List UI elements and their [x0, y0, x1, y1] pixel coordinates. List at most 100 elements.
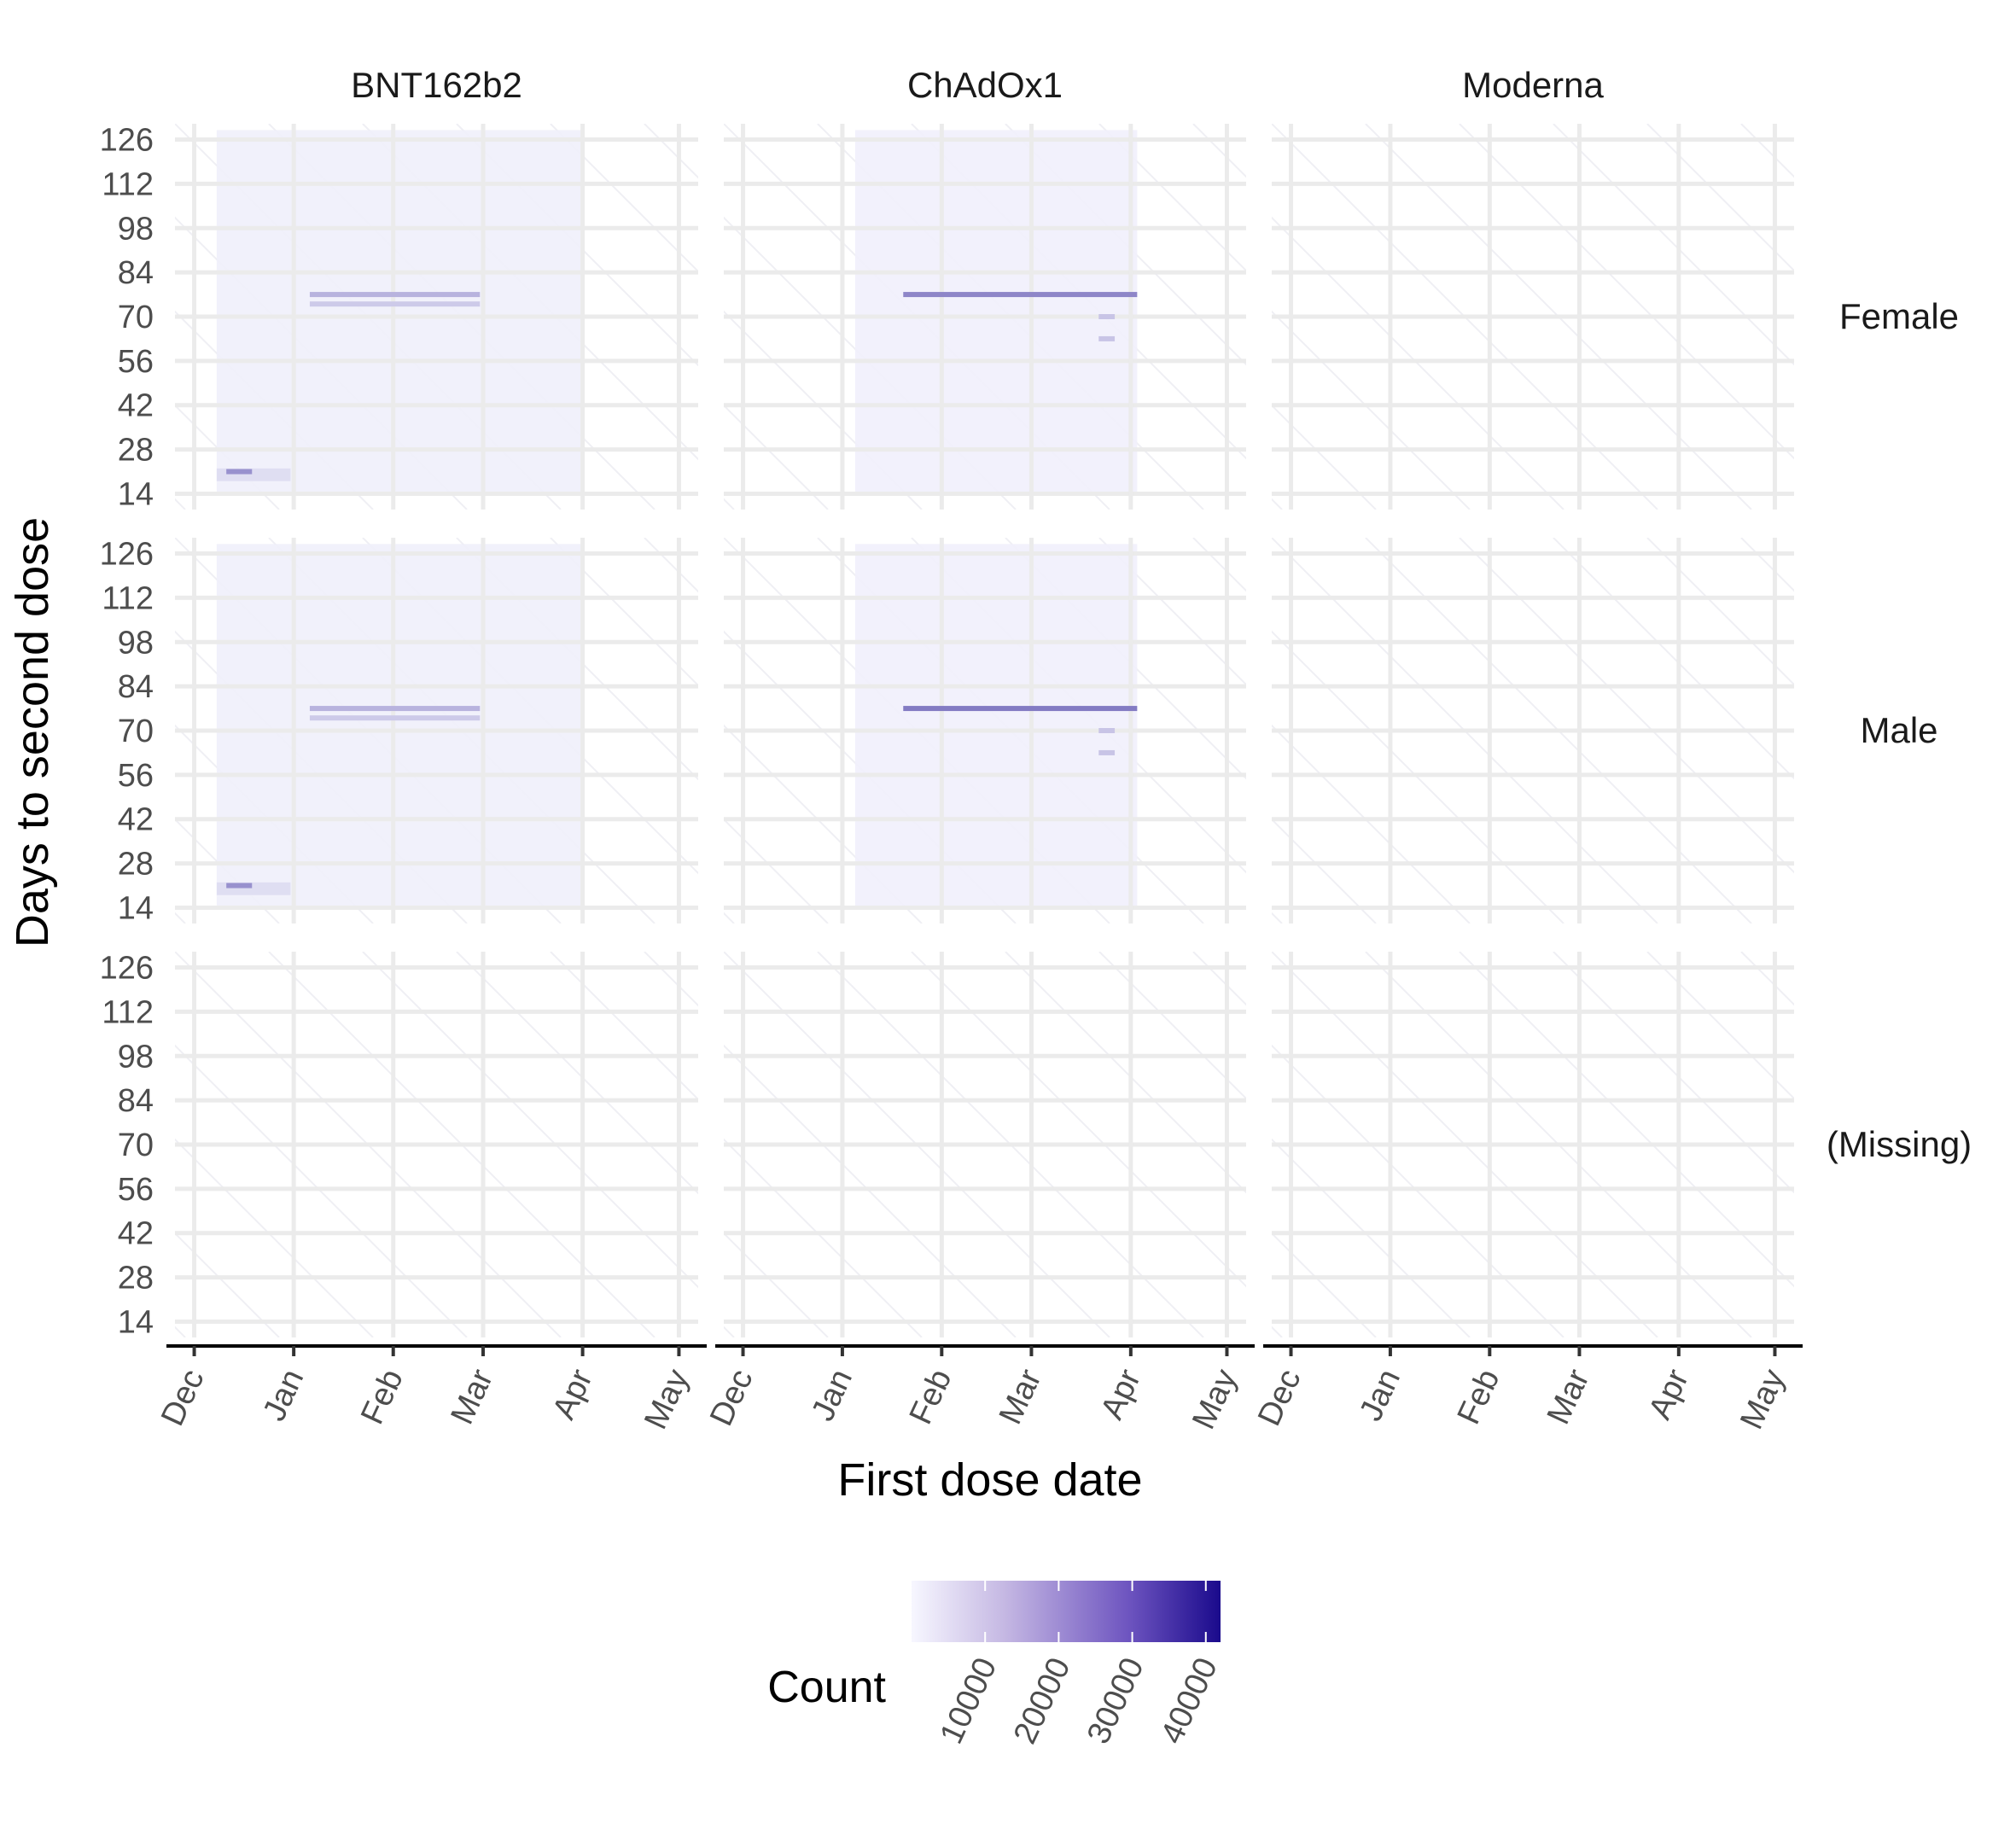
legend-tick-label: 40000	[1154, 1652, 1225, 1750]
x-tick-labels: Dec Jan Feb Mar Apr May Dec Jan Feb Mar Apr May Dec J…	[154, 1364, 1792, 1435]
x-tick-label: Feb	[1451, 1364, 1507, 1430]
y-tick-label: 84	[118, 255, 154, 291]
heatmap-ridge	[1098, 314, 1116, 319]
heatmap-ridge	[903, 292, 1138, 298]
x-tick-label: Mar	[444, 1364, 500, 1430]
y-tick-label: 56	[118, 344, 154, 380]
diagonal-line	[1646, 952, 1794, 1100]
y-tick-label: 84	[118, 669, 154, 705]
diagonal-line	[0, 124, 91, 510]
diagonal-line	[175, 1232, 280, 1337]
heatmap-ridge	[226, 883, 253, 889]
y-tick-label: 14	[118, 476, 154, 512]
y-tick-label: 28	[118, 1261, 154, 1296]
y-tick-label: 56	[118, 1172, 154, 1208]
heatmap-ridge	[309, 301, 481, 307]
panel-moderna-missing	[1272, 952, 1794, 1337]
legend-colorbar	[912, 1581, 1221, 1642]
y-tick-label: 70	[118, 1127, 154, 1163]
heatmap-ridge	[226, 469, 253, 475]
y-tick-labels: 14 28 42 56 70 84 98 112 126 14 28 42 56 70 84 98 112 126…	[100, 123, 154, 1341]
column-strip-label: Moderna	[1462, 65, 1604, 105]
diagonal-line	[1929, 538, 2016, 924]
diagonal-line	[1098, 124, 1246, 272]
heatmap-ridge	[309, 292, 481, 298]
y-tick-label: 42	[118, 388, 154, 424]
diagonal-line	[1272, 1232, 1377, 1337]
y-tick-label: 56	[118, 758, 154, 794]
legend-title: Count	[767, 1663, 886, 1712]
legend-tick-label: 20000	[1007, 1652, 1078, 1750]
diagonal-line	[1646, 538, 1794, 686]
x-tick-label: Dec	[703, 1364, 760, 1431]
heatmap-block	[854, 130, 1138, 494]
panel-chadox1-male	[724, 538, 1246, 924]
y-tick-label: 70	[118, 300, 154, 335]
x-tick-label: Feb	[903, 1364, 959, 1430]
diagonal-line	[550, 952, 698, 1101]
strip-labels: BNT162b2 ChAdOx1 Moderna Female Male (Missing…	[351, 65, 1972, 1164]
y-tick-label: 112	[102, 580, 154, 616]
y-tick-label: 28	[118, 433, 154, 469]
x-axis-title: First dose date	[837, 1454, 1142, 1506]
diagonal-line	[550, 124, 698, 273]
y-tick-label: 14	[118, 1304, 154, 1340]
y-tick-label: 126	[100, 537, 154, 573]
diagonal-line	[724, 1232, 829, 1337]
heatmap-ridge	[1098, 335, 1116, 341]
legend-tick-label: 30000	[1081, 1652, 1151, 1750]
diagonal-line	[0, 952, 91, 1337]
x-tick-label: Mar	[1541, 1364, 1597, 1430]
y-tick-label: 28	[118, 847, 154, 883]
row-strip-label: Male	[1860, 710, 1937, 750]
heatmap-block	[216, 130, 583, 494]
y-tick-label: 126	[100, 123, 154, 159]
x-tick-label: Dec	[154, 1364, 212, 1431]
x-tick-label: Apr	[1642, 1364, 1696, 1425]
diagonal-line	[724, 404, 829, 510]
heatmap-ridge	[309, 715, 481, 721]
diagonal-line	[1646, 124, 1794, 272]
row-strip-label: Female	[1839, 296, 1959, 336]
legend: 10000 20000 30000 40000 Count	[767, 1581, 1225, 1750]
y-tick-label: 126	[100, 951, 154, 987]
diagonal-line	[1098, 952, 1246, 1100]
x-tick-label: Dec	[1251, 1364, 1308, 1431]
diagonal-line	[1098, 538, 1246, 686]
diagonal-line	[175, 1326, 186, 1337]
diagonal-line	[175, 498, 186, 510]
x-tick-label: May	[1186, 1364, 1244, 1435]
y-tick-label: 14	[118, 890, 154, 926]
diagonal-line	[175, 818, 280, 924]
panel-chadox1-female	[724, 124, 1246, 510]
panel-bnt162b2-male	[175, 538, 698, 924]
y-tick-label: 98	[118, 211, 154, 247]
y-tick-label: 98	[118, 625, 154, 661]
y-tick-label: 112	[102, 994, 154, 1030]
panel-moderna-male	[1272, 538, 2016, 924]
x-tick-label: Jan	[1353, 1364, 1407, 1426]
panel-bnt162b2-missing	[0, 952, 698, 1337]
y-tick-label: 70	[118, 714, 154, 749]
x-tick-label: Mar	[993, 1364, 1049, 1430]
y-axis-title: Days to second dose	[7, 517, 58, 947]
row-strip-label: (Missing)	[1827, 1124, 1972, 1164]
y-tick-label: 84	[118, 1083, 154, 1119]
panel-moderna-female	[1272, 124, 1794, 510]
panel-bnt162b2-female	[0, 124, 698, 510]
heatmap-ridge	[1098, 728, 1116, 733]
x-tick-label: Apr	[1094, 1364, 1148, 1425]
heatmap-ridge	[1098, 749, 1116, 755]
heatmap-block	[216, 544, 583, 908]
legend-tick-label: 10000	[934, 1652, 1005, 1750]
heatmap-ridge	[309, 706, 481, 712]
x-tick-label: Apr	[546, 1364, 600, 1425]
x-tick-label: May	[1733, 1364, 1792, 1435]
x-tick-label: Jan	[256, 1364, 311, 1426]
diagonal-line	[175, 404, 280, 510]
diagonal-line	[724, 818, 829, 924]
heatmap-block	[854, 544, 1138, 908]
diagonal-line	[1272, 404, 1377, 510]
panels-layer	[0, 124, 2016, 1356]
